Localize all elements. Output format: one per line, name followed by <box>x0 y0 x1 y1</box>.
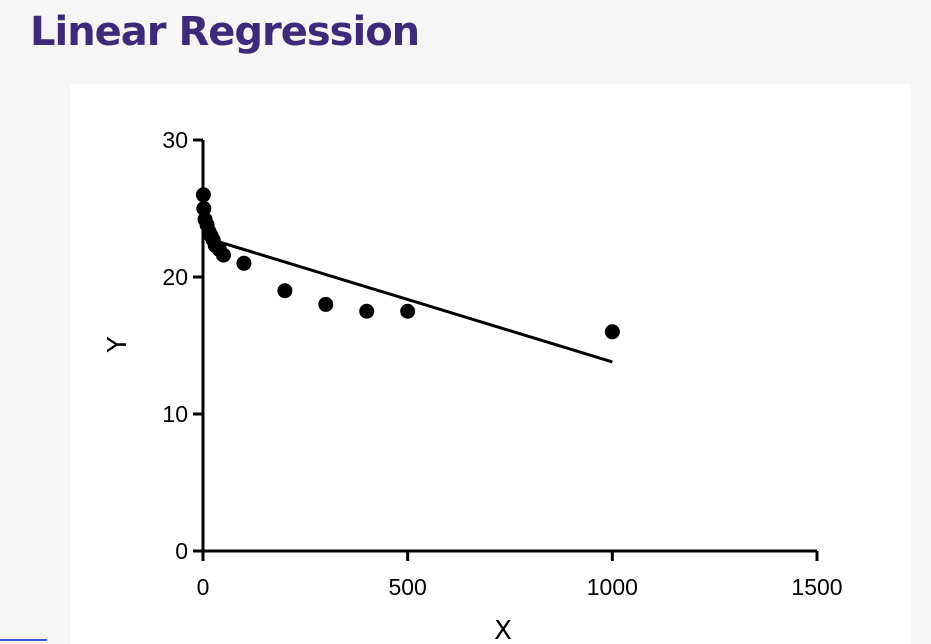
y-tick-label: 30 <box>162 127 188 153</box>
regression-chart: 0 500 1000 1500 0 10 20 30 X Y <box>103 127 843 644</box>
y-tick-label: 10 <box>162 401 188 427</box>
data-points <box>195 187 620 340</box>
x-tick-label: 1000 <box>587 574 638 600</box>
chart-panel: 0 500 1000 1500 0 10 20 30 X Y <box>70 84 911 644</box>
x-axis-label: X <box>494 616 512 644</box>
fit-line-group <box>216 239 613 364</box>
x-tick-label: 1500 <box>791 574 842 600</box>
data-point <box>215 247 231 263</box>
x-tick-label: 0 <box>197 574 210 600</box>
data-point <box>400 303 416 319</box>
y-tick-label: 0 <box>175 538 188 564</box>
y-tick-label: 20 <box>162 264 188 290</box>
data-point <box>236 255 252 271</box>
page-title: Linear Regression <box>30 9 420 55</box>
data-point <box>195 187 211 203</box>
data-point <box>277 283 293 299</box>
data-point <box>196 201 212 216</box>
regression-line <box>216 239 613 364</box>
link-underline[interactable] <box>0 639 47 641</box>
x-tick-label: 500 <box>388 574 426 600</box>
data-point <box>318 296 334 312</box>
data-point <box>604 324 620 340</box>
data-point <box>359 303 375 319</box>
chart-ticks: 0 500 1000 1500 0 10 20 30 <box>162 127 842 600</box>
chart-axes <box>201 140 817 553</box>
y-axis-label: Y <box>103 336 133 353</box>
